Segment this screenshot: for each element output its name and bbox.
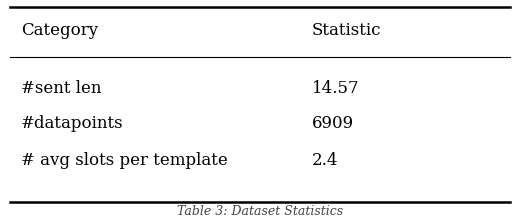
Text: #sent len: #sent len [21,79,101,97]
Text: 6909: 6909 [312,115,354,132]
Text: 2.4: 2.4 [312,152,339,169]
Text: Table 3: Dataset Statistics: Table 3: Dataset Statistics [177,205,343,218]
Text: Statistic: Statistic [312,22,382,39]
Text: Category: Category [21,22,98,39]
Text: # avg slots per template: # avg slots per template [21,152,228,169]
Text: #datapoints: #datapoints [21,115,123,132]
Text: 14.57: 14.57 [312,79,360,97]
